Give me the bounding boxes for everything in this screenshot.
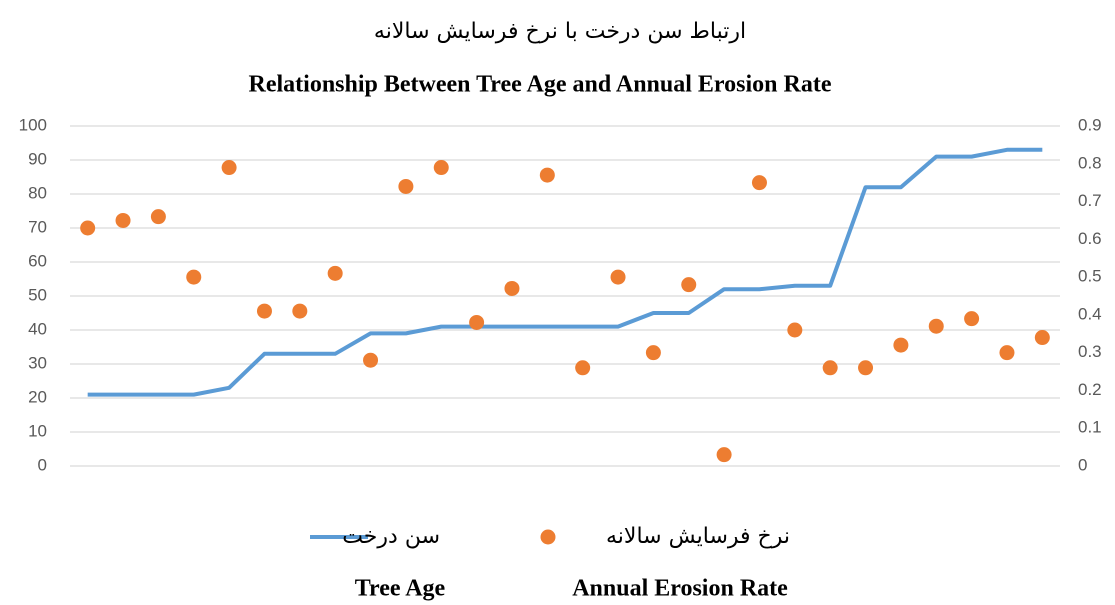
y-tick-label: 80 (28, 183, 47, 202)
point (115, 212, 131, 228)
y2-tick-label: 0.3 (1078, 342, 1102, 361)
y-tick-label: 10 (28, 421, 47, 440)
point (398, 178, 414, 194)
y-tick-label: 60 (28, 251, 47, 270)
point (256, 303, 272, 319)
legend-label-en: Tree Age (355, 576, 446, 602)
point (186, 269, 202, 285)
point (681, 277, 697, 293)
legend-label-en: Annual Erosion Rate (572, 576, 788, 602)
line (87, 147, 1043, 397)
point (150, 209, 166, 225)
point (221, 160, 237, 176)
y-tick-label: 20 (28, 387, 47, 406)
y-tick-label: 90 (28, 149, 47, 168)
chart-subtitle: Relationship Between Tree Age and Annual… (249, 72, 832, 98)
point (292, 303, 308, 319)
point (610, 269, 626, 285)
point (1034, 330, 1050, 346)
y2-tick-label: 0.6 (1078, 229, 1102, 248)
point (504, 280, 520, 296)
point (575, 360, 591, 376)
legend-swatch (540, 529, 556, 545)
point (539, 167, 555, 183)
point (751, 175, 767, 191)
point (327, 265, 343, 281)
y-tick-label: 100 (19, 115, 47, 134)
point (363, 352, 379, 368)
y-tick-label: 50 (28, 285, 47, 304)
y2-tick-label: 0.2 (1078, 380, 1102, 399)
point (787, 322, 803, 338)
point (716, 447, 732, 463)
point (433, 160, 449, 176)
point (858, 360, 874, 376)
point (928, 318, 944, 334)
point (822, 360, 838, 376)
point (893, 337, 909, 353)
y2-tick-label: 0.4 (1078, 304, 1102, 323)
point (80, 220, 96, 236)
y-tick-label: 40 (28, 319, 47, 338)
legend-label: نرخ فرسایش سالانه (606, 524, 790, 549)
y2-tick-label: 0.7 (1078, 191, 1102, 210)
y-tick-label: 70 (28, 217, 47, 236)
y2-tick-label: 0 (1078, 455, 1087, 474)
point (645, 345, 661, 361)
point (964, 311, 980, 327)
y2-tick-label: 0.1 (1078, 418, 1102, 437)
chart-title: ارتباط سن درخت با نرخ فرسایش سالانه (374, 19, 746, 44)
y2-tick-label: 0.9 (1078, 115, 1102, 134)
point (999, 345, 1015, 361)
y-tick-label: 30 (28, 353, 47, 372)
point (469, 314, 485, 330)
legend-label: سن درخت (342, 524, 440, 549)
y2-tick-label: 0.8 (1078, 153, 1102, 172)
y2-tick-label: 0.5 (1078, 267, 1102, 286)
y-tick-label: 0 (38, 455, 47, 474)
